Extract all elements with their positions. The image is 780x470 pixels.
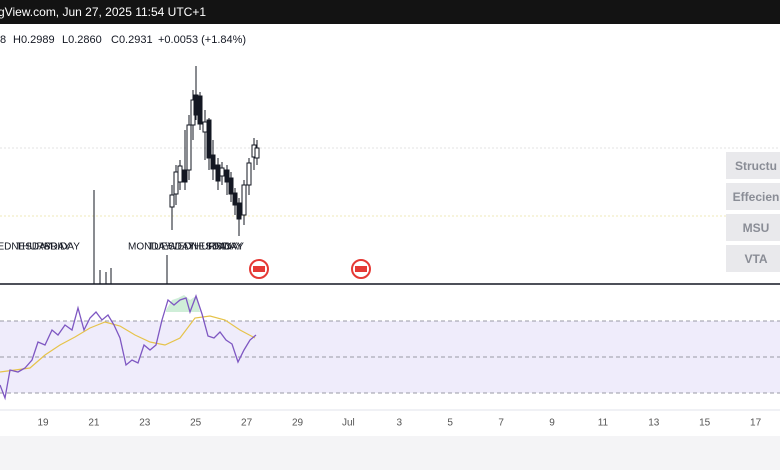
event-flags bbox=[249, 259, 371, 279]
x-tick-label: 15 bbox=[699, 418, 711, 429]
x-tick-label: 27 bbox=[241, 418, 253, 429]
indicator-button[interactable]: MSU bbox=[726, 214, 780, 241]
x-axis: 19 21 23 25 27 29 Jul 3 5 7 9 11 13 15 17 bbox=[37, 418, 761, 429]
day-label: THURSDAY bbox=[16, 242, 71, 253]
indicator-button[interactable]: Effecien bbox=[726, 183, 780, 210]
day-label: TUESDAY bbox=[148, 242, 195, 253]
bottom-area bbox=[0, 436, 780, 470]
candles bbox=[93, 66, 260, 284]
ohlc-change: +0.0053 (+1.84%) bbox=[158, 34, 246, 46]
day-labels: WEDNESDAYTHURSDAYFRIDAYMONDAYTUESDAYWEDN… bbox=[0, 242, 244, 253]
header-title: gView.com, Jun 27, 2025 11:54 UTC+1 bbox=[0, 5, 206, 19]
top-bar bbox=[0, 0, 780, 24]
x-tick-label: 23 bbox=[139, 418, 151, 429]
ohlc-open: 8 bbox=[0, 34, 6, 46]
rsi-line bbox=[0, 294, 257, 401]
x-tick-label: 25 bbox=[190, 418, 202, 429]
x-tick-label: 5 bbox=[447, 418, 453, 429]
day-label: MONDAY bbox=[128, 242, 171, 253]
x-tick-label: 19 bbox=[37, 418, 49, 429]
ohlc: 8 H0.2989 L0.2860 C0.2931 +0.0053 (+1.84… bbox=[0, 34, 246, 46]
ohlc-high: H0.2989 bbox=[13, 34, 55, 46]
ohlc-low: L0.2860 bbox=[62, 34, 102, 46]
day-label: THURSDAY bbox=[188, 242, 243, 253]
rsi-levels bbox=[0, 320, 780, 394]
x-tick-label: 21 bbox=[88, 418, 100, 429]
x-tick-label: 3 bbox=[397, 418, 403, 429]
x-tick-label: 13 bbox=[648, 418, 660, 429]
x-tick-label: 11 bbox=[598, 418, 609, 429]
x-tick-label: 17 bbox=[750, 418, 762, 429]
x-tick-label: 29 bbox=[292, 418, 304, 429]
day-label: WEDNESDAY bbox=[0, 242, 52, 253]
day-label: FRIDAY bbox=[44, 242, 80, 253]
ohlc-close: C0.2931 bbox=[111, 34, 153, 46]
rsi-ma bbox=[0, 315, 256, 373]
day-label: WEDNESDAY bbox=[168, 242, 232, 253]
indicator-button[interactable]: Structu bbox=[726, 152, 780, 179]
x-tick-label: 7 bbox=[498, 418, 504, 429]
day-label: FRIDAY bbox=[208, 242, 244, 253]
x-tick-label: Jul bbox=[342, 418, 355, 429]
x-tick-label: 9 bbox=[549, 418, 555, 429]
indicator-button[interactable]: VTA bbox=[726, 245, 780, 272]
